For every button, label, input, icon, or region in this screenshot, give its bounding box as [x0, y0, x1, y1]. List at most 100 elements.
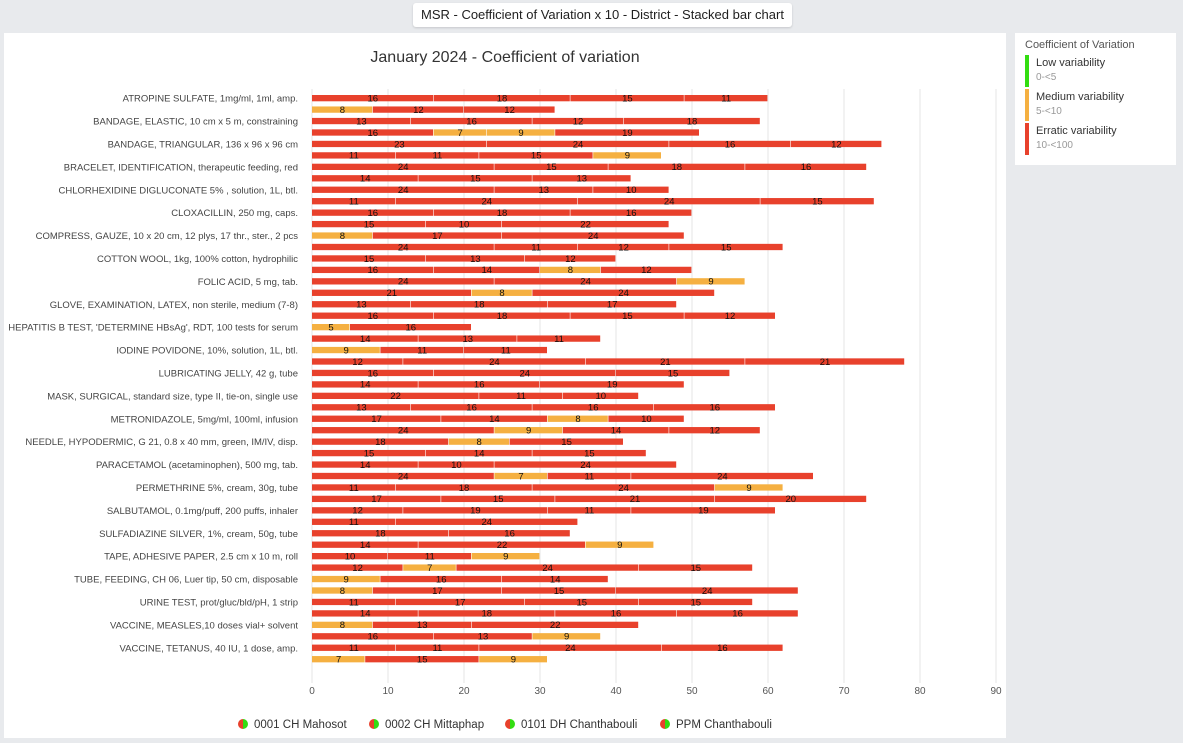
bar-segment[interactable] [562, 392, 639, 399]
bar-segment[interactable] [464, 106, 555, 113]
bar-segment[interactable] [540, 381, 684, 388]
bar-segment[interactable] [676, 278, 745, 285]
bar-segment[interactable] [570, 312, 684, 319]
bar-segment[interactable] [418, 381, 540, 388]
bar-segment[interactable] [312, 598, 395, 606]
bar-segment[interactable] [494, 427, 563, 434]
bar-segment[interactable] [616, 369, 730, 377]
bar-segment[interactable] [669, 140, 791, 148]
bar-segment[interactable] [616, 587, 798, 594]
bar-segment[interactable] [502, 232, 684, 239]
bar-segment[interactable] [532, 117, 623, 125]
bar-segment[interactable] [312, 495, 441, 503]
bar-segment[interactable] [426, 449, 532, 457]
bar-segment[interactable] [714, 484, 783, 491]
bar-segment[interactable] [486, 140, 669, 148]
bar-segment[interactable] [312, 198, 395, 205]
bar-segment[interactable] [433, 129, 487, 136]
series-legend-label[interactable]: 0001 CH Mahosot [254, 719, 347, 731]
bar-segment[interactable] [312, 575, 380, 583]
bar-segment[interactable] [532, 484, 715, 491]
bar-segment[interactable] [312, 564, 403, 571]
bar-segment[interactable] [676, 610, 798, 617]
bar-segment[interactable] [312, 438, 449, 445]
series-legend-label[interactable]: 0002 CH Mittaphap [385, 719, 484, 731]
bar-segment[interactable] [418, 461, 494, 468]
bar-segment[interactable] [372, 621, 471, 628]
bar-segment[interactable] [395, 644, 479, 651]
bar-segment[interactable] [312, 553, 388, 560]
bar-segment[interactable] [312, 461, 418, 468]
bar-segment[interactable] [418, 610, 555, 617]
bar-segment[interactable] [684, 312, 775, 319]
bar-segment[interactable] [479, 656, 547, 663]
bar-segment[interactable] [471, 621, 639, 628]
bar-segment[interactable] [448, 530, 570, 537]
bar-segment[interactable] [410, 404, 532, 411]
bar-segment[interactable] [388, 553, 471, 560]
bar-segment[interactable] [312, 610, 418, 617]
bar-segment[interactable] [578, 243, 669, 251]
bar-segment[interactable] [418, 541, 585, 548]
bar-segment[interactable] [312, 644, 395, 651]
bar-segment[interactable] [593, 152, 661, 159]
bar-segment[interactable] [502, 575, 608, 583]
bar-segment[interactable] [669, 427, 760, 434]
bar-segment[interactable] [312, 255, 426, 262]
bar-segment[interactable] [312, 404, 411, 411]
bar-segment[interactable] [312, 358, 403, 365]
bar-segment[interactable] [524, 255, 616, 262]
bar-segment[interactable] [593, 186, 669, 193]
bar-segment[interactable] [433, 633, 532, 640]
bar-segment[interactable] [312, 518, 395, 525]
series-legend-label[interactable]: PPM Chanthabouli [676, 719, 772, 731]
bar-segment[interactable] [547, 415, 608, 422]
bar-segment[interactable] [380, 575, 502, 583]
bar-segment[interactable] [312, 278, 494, 285]
legend-item-low[interactable]: Low variability 0-<5 [1025, 55, 1170, 87]
bar-segment[interactable] [494, 278, 677, 285]
bar-segment[interactable] [312, 95, 433, 102]
bar-segment[interactable] [638, 564, 753, 571]
bar-segment[interactable] [433, 369, 616, 377]
bar-segment[interactable] [540, 266, 601, 274]
bar-segment[interactable] [600, 266, 692, 274]
bar-segment[interactable] [494, 461, 677, 468]
bar-segment[interactable] [312, 427, 494, 434]
bar-segment[interactable] [433, 209, 570, 216]
bar-segment[interactable] [418, 175, 532, 182]
bar-segment[interactable] [395, 152, 479, 159]
bar-segment[interactable] [494, 472, 547, 480]
bar-segment[interactable] [418, 335, 517, 342]
bar-segment[interactable] [312, 656, 365, 663]
bar-segment[interactable] [312, 587, 373, 594]
bar-segment[interactable] [312, 621, 373, 628]
bar-segment[interactable] [555, 610, 677, 617]
bar-segment[interactable] [312, 346, 380, 354]
bar-segment[interactable] [350, 324, 471, 331]
bar-segment[interactable] [426, 255, 525, 262]
legend-item-erratic[interactable]: Erratic variability 10-<100 [1025, 123, 1170, 155]
bar-segment[interactable] [312, 484, 395, 491]
bar-segment[interactable] [312, 472, 494, 480]
bar-segment[interactable] [608, 163, 745, 170]
bar-segment[interactable] [410, 117, 532, 125]
bar-segment[interactable] [312, 266, 433, 274]
bar-segment[interactable] [638, 598, 753, 606]
bar-segment[interactable] [479, 644, 661, 651]
bar-segment[interactable] [547, 301, 677, 308]
bar-segment[interactable] [312, 381, 418, 388]
bar-segment[interactable] [623, 117, 760, 125]
bar-segment[interactable] [312, 392, 479, 399]
bar-segment[interactable] [502, 587, 616, 594]
bar-segment[interactable] [745, 358, 905, 365]
bar-segment[interactable] [312, 209, 433, 216]
bar-segment[interactable] [486, 129, 555, 136]
bar-segment[interactable] [502, 220, 669, 228]
bar-segment[interactable] [312, 530, 449, 537]
bar-segment[interactable] [585, 358, 745, 365]
series-legend-label[interactable]: 0101 DH Chanthabouli [521, 719, 637, 731]
bar-segment[interactable] [441, 495, 555, 503]
bar-segment[interactable] [669, 243, 783, 251]
bar-segment[interactable] [494, 163, 608, 170]
